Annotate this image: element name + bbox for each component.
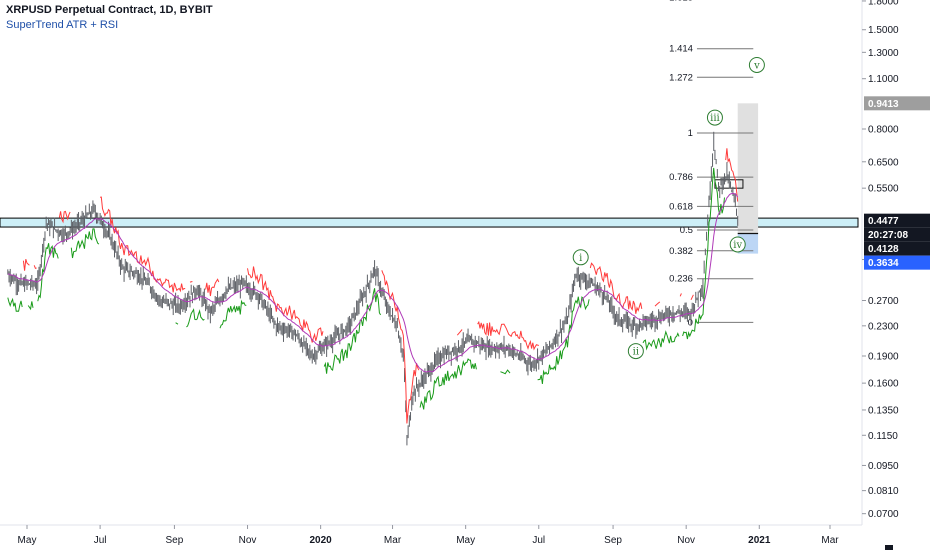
time-axis-label: Sep [166,535,184,546]
price-axis-label: 0.1150 [868,431,898,442]
fib-level-label: 0.382 [669,246,693,257]
scroll-handle[interactable] [885,545,893,550]
price-badge-label: 20:27:08 [868,230,908,241]
fib-level-label: 1 [688,128,693,139]
symbol-title[interactable]: XRPUSD Perpetual Contract, 1D, BYBIT [6,4,213,16]
price-axis-label: 0.1900 [868,352,899,363]
time-axis-label: 2021 [748,535,771,546]
time-axis-label: May [456,535,475,546]
price-axis-label: 0.1600 [868,379,899,390]
supertrend-uptrend-line[interactable] [7,167,725,410]
price-axis-label: 1.1000 [868,74,899,85]
fib-level-label: 1.414 [669,44,693,55]
wave-label-circle[interactable] [748,56,765,73]
price-axis-label: 0.1350 [868,405,899,416]
fib-level-label: 0.5 [680,225,693,236]
wave-label-text: iii [710,113,720,124]
wave-label-text: ii [633,347,639,358]
price-badge-label: 0.4128 [868,244,899,255]
price-axis-label: 1.3000 [868,48,899,59]
wave-label-circle[interactable] [729,236,746,253]
price-axis-label: 0.0810 [868,486,899,497]
time-axis-label: Nov [677,535,695,546]
price-axis-label: 0.2300 [868,321,899,332]
price-badge-bg [864,227,930,242]
wave-label-circle[interactable] [627,343,644,360]
wave-label-text: iv [733,240,742,251]
price-badge-bg [864,241,930,256]
price-axis-label: 1.5000 [868,25,899,36]
fib-level-label: 0 [688,317,693,328]
wave-label-text: v [753,60,760,71]
wave-label-circle[interactable] [572,249,589,266]
rsi-line[interactable] [7,192,739,373]
price-axis-label: 0.6500 [868,157,899,168]
indicator-label[interactable]: SuperTrend ATR + RSI [6,19,119,31]
wave-label-circle[interactable] [706,109,723,126]
time-axis-label: Jul [94,535,107,546]
time-axis-label: Sep [604,535,622,546]
support-zone[interactable] [0,217,859,228]
time-axis-label: Mar [384,535,402,546]
fib-level-label: 1.272 [669,72,693,83]
price-badge-label: 0.4477 [868,216,899,227]
price-badge-bg [864,213,930,228]
price-axis-label: 0.5500 [868,184,899,195]
time-axis-label: May [18,535,37,546]
price-axis-label: 0.0950 [868,461,899,472]
price-badge-label: 0.9413 [868,99,899,110]
price-axis-label: 1.8000 [868,0,899,7]
time-axis-label: Nov [239,535,257,546]
time-axis-label: Mar [821,535,839,546]
price-badge-bg [864,255,930,270]
wave-label-text: i [579,253,582,264]
time-axis-label: 2020 [310,535,333,546]
price-axis-label: 0.2700 [868,296,899,307]
price-badge-label: 0.3634 [868,258,899,269]
time-axis-label: Jul [532,535,545,546]
price-badge-bg [864,96,930,111]
supertrend-downtrend-line[interactable] [22,148,739,424]
fib-level-label: 0.786 [669,172,693,183]
price-axis-label: 0.0700 [868,509,899,520]
fib-level-label: 0.236 [669,274,693,285]
projection-box-upper[interactable] [737,103,759,234]
fib-level-label: 0.618 [669,201,693,212]
price-axis-label: 0.8000 [868,125,899,136]
fib-level-label: 1.618 [669,0,693,3]
